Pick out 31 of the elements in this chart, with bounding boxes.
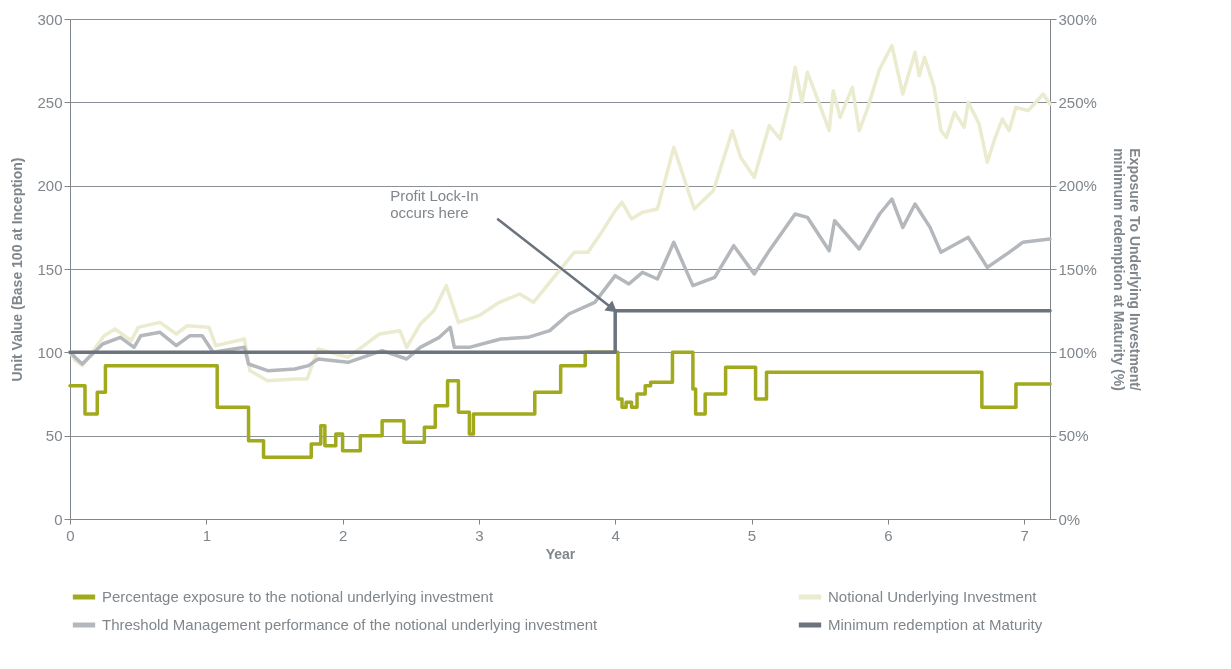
y2-tick-label: 0%	[1058, 510, 1081, 528]
y2-tick-label: 50%	[1058, 427, 1089, 445]
legend-label: Threshold Management performance of the notional underlying investment	[102, 616, 599, 633]
y2-tick-label: 200%	[1058, 177, 1097, 195]
x-tick-label: 3	[475, 526, 484, 544]
y2-tick-label: 150%	[1058, 260, 1097, 278]
x-tick-label: 0	[66, 526, 75, 544]
y-tick-label: 0	[54, 510, 63, 528]
legend-label: Minimum redemption at Maturity	[828, 616, 1043, 633]
y2-tick-label: 100%	[1058, 343, 1097, 361]
legend-label: Notional Underlying Investment	[828, 588, 1038, 605]
y-axis-title: Unit Value (Base 100 at Inception)	[9, 157, 26, 382]
y-tick-label: 150	[37, 260, 63, 278]
x-tick-label: 6	[884, 526, 893, 544]
legend-label: Percentage exposure to the notional underlying investment	[102, 588, 494, 605]
y2-axis-title: Exposure To Underlying Investment/ minimum redemption at Maturity (%)	[1110, 148, 1143, 391]
y-tick-label: 300	[37, 10, 63, 28]
y-tick-label: 50	[45, 427, 63, 445]
x-tick-label: 7	[1020, 526, 1029, 544]
x-tick-label: 1	[202, 526, 211, 544]
annotation: Profit Lock-In occurs here	[390, 186, 479, 221]
line-series	[68, 43, 1052, 383]
x-tick-label: 5	[747, 526, 757, 544]
y-tick-label: 200	[37, 177, 63, 195]
x-axis-title: Year	[545, 545, 576, 562]
y2-tick-label: 250%	[1058, 93, 1097, 111]
x-tick-label: 4	[611, 526, 620, 544]
y-tick-label: 100	[37, 343, 63, 361]
x-tick-label: 2	[338, 526, 348, 544]
y2-tick-label: 300%	[1058, 10, 1097, 28]
y-tick-label: 250	[37, 93, 63, 111]
